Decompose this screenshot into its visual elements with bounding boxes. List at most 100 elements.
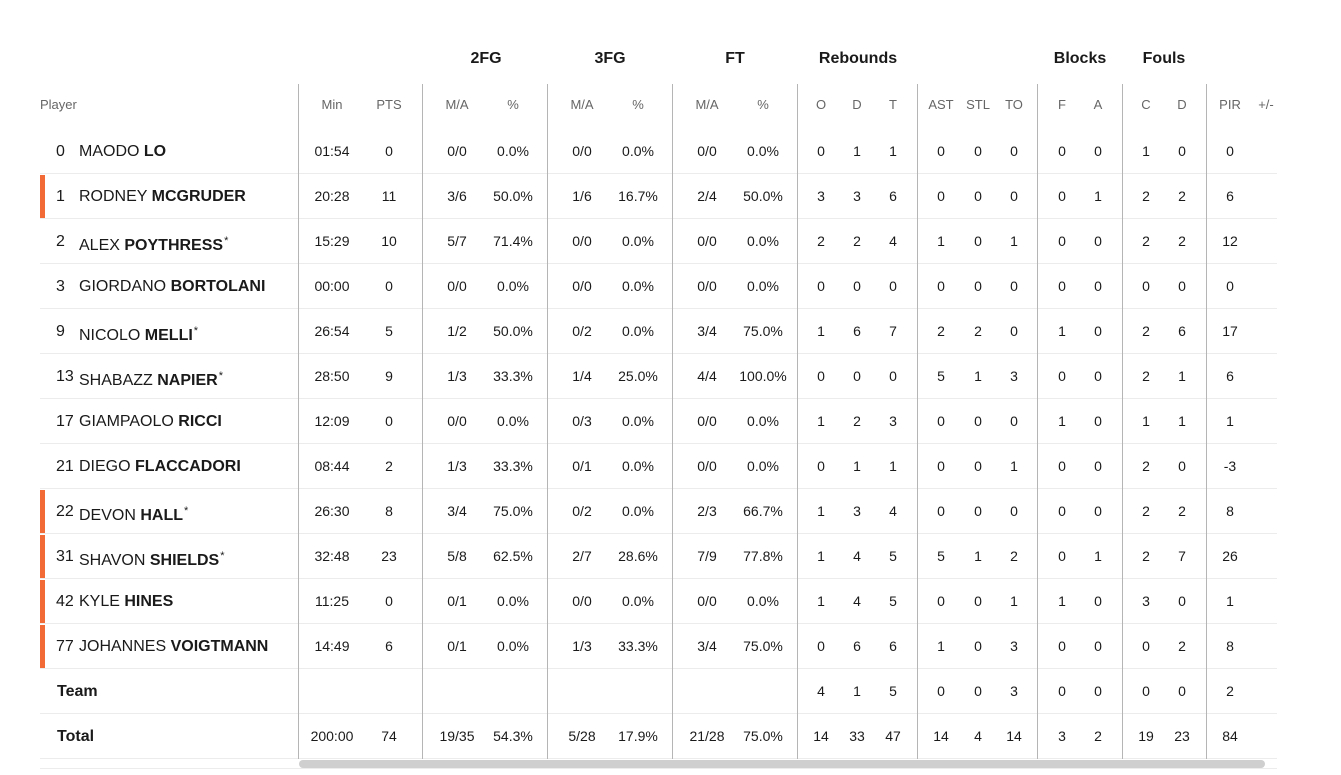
- player-first-name: ALEX: [79, 237, 120, 254]
- stat-cell-15: 2: [1094, 728, 1102, 744]
- column-header-17[interactable]: D: [1177, 97, 1187, 112]
- stat-cell-1: 10: [381, 233, 397, 249]
- stat-cell-19: [1249, 444, 1283, 489]
- player-row[interactable]: 3 GIORDANO BORTOLANI 00:00 0 0/0 0.0% 0/0 0.0% 0…: [40, 264, 1277, 309]
- stat-cell-9: 1: [853, 683, 861, 699]
- stat-cell-12: 0: [974, 503, 982, 519]
- stat-cell-0: 32:48: [314, 548, 350, 564]
- player-row[interactable]: 1 RODNEY MCGRUDER 20:28 11 3/6 50.0% 1/6 16.7% 2…: [40, 174, 1277, 219]
- group-header-5: Fouls: [1142, 50, 1186, 67]
- stat-cell-14: 1: [1058, 593, 1066, 609]
- stat-cell-14: 0: [1058, 368, 1066, 384]
- player-name[interactable]: DIEGO FLACCADORI: [79, 444, 241, 489]
- column-header-19[interactable]: +/-: [1258, 97, 1274, 112]
- stat-cell-2: 0/1: [447, 638, 467, 654]
- stat-cell-3: 50.0%: [493, 323, 533, 339]
- player-row[interactable]: 77 JOHANNES VOIGTMANN 14:49 6 0/1 0.0% 1/3 33.3…: [40, 624, 1277, 669]
- player-name[interactable]: KYLE HINES: [79, 579, 173, 624]
- column-header-3[interactable]: %: [507, 97, 519, 112]
- player-name[interactable]: GIAMPAOLO RICCI: [79, 399, 222, 444]
- stat-cell-8: 1: [817, 413, 825, 429]
- player-name[interactable]: GIORDANO BORTOLANI: [79, 264, 265, 309]
- stat-cell-3: 0.0%: [497, 638, 529, 654]
- column-header-13[interactable]: TO: [1005, 97, 1023, 112]
- column-header-6[interactable]: M/A: [695, 97, 719, 112]
- player-name[interactable]: SHABAZZ NAPIER*: [79, 354, 223, 403]
- column-header-10[interactable]: T: [889, 97, 897, 112]
- stat-cell-1: 0: [385, 593, 393, 609]
- column-header-7[interactable]: %: [757, 97, 769, 112]
- player-name[interactable]: RODNEY MCGRUDER: [79, 174, 246, 219]
- player-row[interactable]: 42 KYLE HINES 11:25 0 0/1 0.0% 0/0 0.0% 0/0 0.0% 1…: [40, 579, 1277, 624]
- player-name[interactable]: NICOLO MELLI*: [79, 309, 198, 358]
- stat-cell-19: [1249, 624, 1283, 669]
- player-name[interactable]: DEVON HALL*: [79, 489, 188, 538]
- stat-cell-19: [1249, 174, 1283, 219]
- stat-cell-18: 8: [1226, 638, 1234, 654]
- player-name[interactable]: SHAVON SHIELDS*: [79, 534, 224, 583]
- stat-cell-13: 1: [1010, 458, 1018, 474]
- horizontal-scrollbar[interactable]: [299, 760, 1265, 768]
- player-name[interactable]: MAODO LO: [79, 129, 166, 174]
- stat-cell-10: 6: [889, 638, 897, 654]
- column-header-2[interactable]: M/A: [445, 97, 469, 112]
- column-header-14[interactable]: F: [1058, 97, 1066, 112]
- column-header-1[interactable]: PTS: [376, 97, 402, 112]
- column-header-11[interactable]: AST: [928, 97, 954, 112]
- column-header-5[interactable]: %: [632, 97, 644, 112]
- stat-cell-17: 7: [1178, 548, 1186, 564]
- player-name[interactable]: ALEX POYTHRESS*: [79, 219, 228, 268]
- stat-cell-4: 0/2: [572, 503, 592, 519]
- player-row[interactable]: 17 GIAMPAOLO RICCI 12:09 0 0/0 0.0% 0/3 0.0% 0/0…: [40, 399, 1277, 444]
- player-row[interactable]: 9 NICOLO MELLI* 26:54 5 1/2 50.0% 0/2 0.0% 3/4 75…: [40, 309, 1277, 354]
- player-first-name: GIAMPAOLO: [79, 413, 174, 430]
- player-row[interactable]: 31 SHAVON SHIELDS* 32:48 23 5/8 62.5% 2/7 28.6%…: [40, 534, 1277, 579]
- stat-cell-3: 0.0%: [497, 143, 529, 159]
- player-number: 42: [56, 593, 74, 610]
- column-header-4[interactable]: M/A: [570, 97, 594, 112]
- stat-cell-18: 17: [1222, 323, 1238, 339]
- stat-cell-15: 0: [1094, 233, 1102, 249]
- stat-cell-13: 2: [1010, 548, 1018, 564]
- player-row[interactable]: 0 MAODO LO 01:54 0 0/0 0.0% 0/0 0.0% 0/0 0.0% 0 1 1 0…: [40, 129, 1277, 174]
- on-court-marker: [40, 535, 45, 578]
- stat-cell-0: 15:29: [314, 233, 350, 249]
- player-last-name: MELLI: [144, 327, 193, 344]
- column-divider-8: [1206, 84, 1207, 759]
- stat-cell-18: 84: [1222, 728, 1238, 744]
- stat-cell-2: 3/4: [447, 503, 467, 519]
- group-header-0: 2FG: [470, 50, 502, 67]
- player-row[interactable]: 21 DIEGO FLACCADORI 08:44 2 1/3 33.3% 0/1 0.0% 0…: [40, 444, 1277, 489]
- player-number: 31: [56, 548, 74, 565]
- stat-cell-9: 4: [853, 548, 861, 564]
- starter-mark: *: [184, 505, 189, 517]
- stat-cell-4: 0/1: [572, 458, 592, 474]
- column-header-16[interactable]: C: [1141, 97, 1151, 112]
- stat-cell-12: 1: [974, 368, 982, 384]
- column-header-8[interactable]: O: [815, 97, 827, 112]
- column-header-0[interactable]: Min: [321, 97, 343, 112]
- stat-cell-12: 1: [974, 548, 982, 564]
- total-label: Total: [57, 728, 95, 745]
- player-name[interactable]: JOHANNES VOIGTMANN: [79, 624, 268, 669]
- column-header-12[interactable]: STL: [966, 97, 990, 112]
- player-first-name: DIEGO: [79, 458, 131, 475]
- player-first-name: GIORDANO: [79, 278, 167, 295]
- player-last-name: LO: [143, 143, 167, 160]
- player-row[interactable]: 2 ALEX POYTHRESS* 15:29 10 5/7 71.4% 0/0 0.0% 0/…: [40, 219, 1277, 264]
- stat-cell-1: 5: [385, 323, 393, 339]
- column-divider-4: [797, 84, 798, 759]
- stat-cell-6: 0/0: [697, 233, 717, 249]
- player-row[interactable]: 13 SHABAZZ NAPIER* 28:50 9 1/3 33.3% 1/4 25.0% 4…: [40, 354, 1277, 399]
- stat-cell-0: [303, 669, 361, 714]
- stat-cell-0: 08:44: [314, 458, 350, 474]
- player-row[interactable]: 22 DEVON HALL* 26:30 8 3/4 75.0% 0/2 0.0% 2/3 66.…: [40, 489, 1277, 534]
- stat-cell-19: [1249, 219, 1283, 264]
- column-header-9[interactable]: D: [852, 97, 862, 112]
- stat-cell-2: 0/0: [447, 413, 467, 429]
- stat-cell-1: 23: [381, 548, 397, 564]
- stat-cell-12: 0: [974, 233, 982, 249]
- column-header-18[interactable]: PIR: [1219, 97, 1241, 112]
- stat-cell-9: 0: [853, 278, 861, 294]
- column-header-15[interactable]: A: [1093, 97, 1103, 112]
